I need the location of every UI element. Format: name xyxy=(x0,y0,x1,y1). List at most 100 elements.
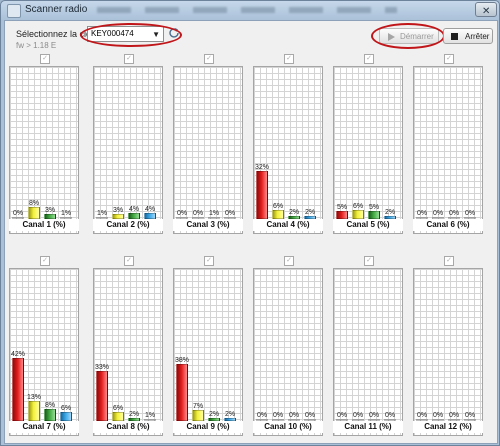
channel-3-bar-blue xyxy=(224,217,236,219)
channel-7-bar-green xyxy=(44,409,56,421)
channel-8-title: Canal 8 (%) xyxy=(93,421,163,433)
channel-11-value-red: 0% xyxy=(336,412,348,419)
channel-2-value-red: 1% xyxy=(96,210,108,217)
channel-10-bar-green xyxy=(288,419,300,421)
channel-5-title: Canal 5 (%) xyxy=(333,219,403,231)
channel-10-value-yellow: 0% xyxy=(272,412,284,419)
channel-12-checkbox[interactable]: ✓ xyxy=(444,256,454,266)
close-icon: ✕ xyxy=(482,6,491,17)
title-bar[interactable]: Scanner radio ✕ xyxy=(1,1,499,20)
key-select-highlight xyxy=(80,23,182,47)
channel-4-bar-blue xyxy=(304,216,316,219)
channel-2-value-green: 4% xyxy=(128,206,140,213)
channel-7-value-green: 8% xyxy=(44,402,56,409)
channel-6-checkbox[interactable]: ✓ xyxy=(444,54,454,64)
channel-8-checkbox[interactable]: ✓ xyxy=(124,256,134,266)
channel-4-checkbox[interactable]: ✓ xyxy=(284,54,294,64)
channel-12-bar-yellow xyxy=(432,419,444,421)
channel-2-bar-blue xyxy=(144,213,156,219)
channel-11-bar-blue xyxy=(384,419,396,421)
channel-4: ✓ 32% 6% 2% 2% Canal 4 (%) xyxy=(253,54,323,234)
close-button[interactable]: ✕ xyxy=(475,2,497,17)
channel-9-value-yellow: 7% xyxy=(192,403,204,410)
channel-9-plot: 38% 7% 2% 2% xyxy=(173,268,243,436)
channel-7-bar-yellow xyxy=(28,401,40,421)
channel-12: ✓ 0% 0% 0% 0% Canal 12 (%) xyxy=(413,256,483,436)
channel-5-bar-green xyxy=(368,211,380,219)
channel-10-bar-blue xyxy=(304,419,316,421)
blurred-background-menu xyxy=(97,7,397,13)
stop-icon xyxy=(451,33,458,40)
channel-10: ✓ 0% 0% 0% 0% Canal 10 (%) xyxy=(253,256,323,436)
channel-1-bar-red xyxy=(12,217,24,219)
channel-4-value-blue: 2% xyxy=(304,209,316,216)
channel-12-value-green: 0% xyxy=(448,412,460,419)
start-button-highlight xyxy=(371,23,445,49)
channel-1-plot: 0% 8% 3% 1% xyxy=(9,66,79,234)
stop-button-label: Arrêter xyxy=(465,32,490,41)
channel-12-bar-green xyxy=(448,419,460,421)
channel-10-checkbox[interactable]: ✓ xyxy=(284,256,294,266)
channel-4-value-yellow: 6% xyxy=(272,203,284,210)
channel-8-bar-red xyxy=(96,371,108,421)
channel-10-bar-red xyxy=(256,419,268,421)
channel-6-bar-blue xyxy=(464,217,476,219)
channel-3-plot: 0% 0% 1% 0% xyxy=(173,66,243,234)
channel-3-bar-yellow xyxy=(192,217,204,219)
channel-5-checkbox[interactable]: ✓ xyxy=(364,54,374,64)
channel-1-title: Canal 1 (%) xyxy=(9,219,79,231)
channel-11-title: Canal 11 (%) xyxy=(333,421,403,433)
channel-6-value-blue: 0% xyxy=(464,210,476,217)
channel-11-bar-red xyxy=(336,419,348,421)
channel-4-value-green: 2% xyxy=(288,209,300,216)
key-select-label: Sélectionnez la clé xyxy=(16,29,92,39)
channel-3-value-yellow: 0% xyxy=(192,210,204,217)
channel-5-bar-blue xyxy=(384,216,396,219)
channel-11: ✓ 0% 0% 0% 0% Canal 11 (%) xyxy=(333,256,403,436)
channel-10-bar-yellow xyxy=(272,419,284,421)
channel-9-checkbox[interactable]: ✓ xyxy=(204,256,214,266)
channel-9-bar-red xyxy=(176,364,188,421)
channel-11-bar-yellow xyxy=(352,419,364,421)
channel-12-title: Canal 12 (%) xyxy=(413,421,483,433)
channel-8-value-red: 33% xyxy=(94,364,109,371)
channel-1-value-yellow: 8% xyxy=(28,200,40,207)
channel-1-value-red: 0% xyxy=(12,210,24,217)
channel-7-value-yellow: 13% xyxy=(26,394,41,401)
channel-3-value-red: 0% xyxy=(176,210,188,217)
channel-1-bar-green xyxy=(44,214,56,219)
window-title: Scanner radio xyxy=(25,4,88,15)
channel-7-checkbox[interactable]: ✓ xyxy=(40,256,50,266)
channel-3-value-blue: 0% xyxy=(224,210,236,217)
channel-3-value-green: 1% xyxy=(208,210,220,217)
stop-button[interactable]: Arrêter xyxy=(443,28,493,44)
channel-1-value-blue: 1% xyxy=(60,210,72,217)
channel-8-value-green: 2% xyxy=(128,411,140,418)
channel-4-bar-yellow xyxy=(272,210,284,219)
app-icon xyxy=(7,4,21,18)
channel-2-plot: 1% 3% 4% 4% xyxy=(93,66,163,234)
channel-10-plot: 0% 0% 0% 0% xyxy=(253,268,323,436)
channel-9-bar-green xyxy=(208,418,220,421)
channel-8-value-yellow: 6% xyxy=(112,405,124,412)
channel-11-checkbox[interactable]: ✓ xyxy=(364,256,374,266)
channel-12-bar-red xyxy=(416,419,428,421)
channel-5-bar-red xyxy=(336,211,348,219)
channel-11-value-blue: 0% xyxy=(384,412,396,419)
channel-12-value-yellow: 0% xyxy=(432,412,444,419)
channel-6-bar-green xyxy=(448,217,460,219)
channel-7-plot: 42% 13% 8% 6% xyxy=(9,268,79,436)
channel-9-bar-yellow xyxy=(192,410,204,421)
channel-2-title: Canal 2 (%) xyxy=(93,219,163,231)
channel-10-value-green: 0% xyxy=(288,412,300,419)
channel-10-value-red: 0% xyxy=(256,412,268,419)
channel-7-title: Canal 7 (%) xyxy=(9,421,79,433)
channel-1-bar-yellow xyxy=(28,207,40,219)
channel-3-checkbox[interactable]: ✓ xyxy=(204,54,214,64)
channel-4-title: Canal 4 (%) xyxy=(253,219,323,231)
channel-8-value-blue: 1% xyxy=(144,412,156,419)
channel-2-checkbox[interactable]: ✓ xyxy=(124,54,134,64)
channel-1-checkbox[interactable]: ✓ xyxy=(40,54,50,64)
channel-1: ✓ 0% 8% 3% 1% Canal 1 (%) xyxy=(9,54,79,234)
